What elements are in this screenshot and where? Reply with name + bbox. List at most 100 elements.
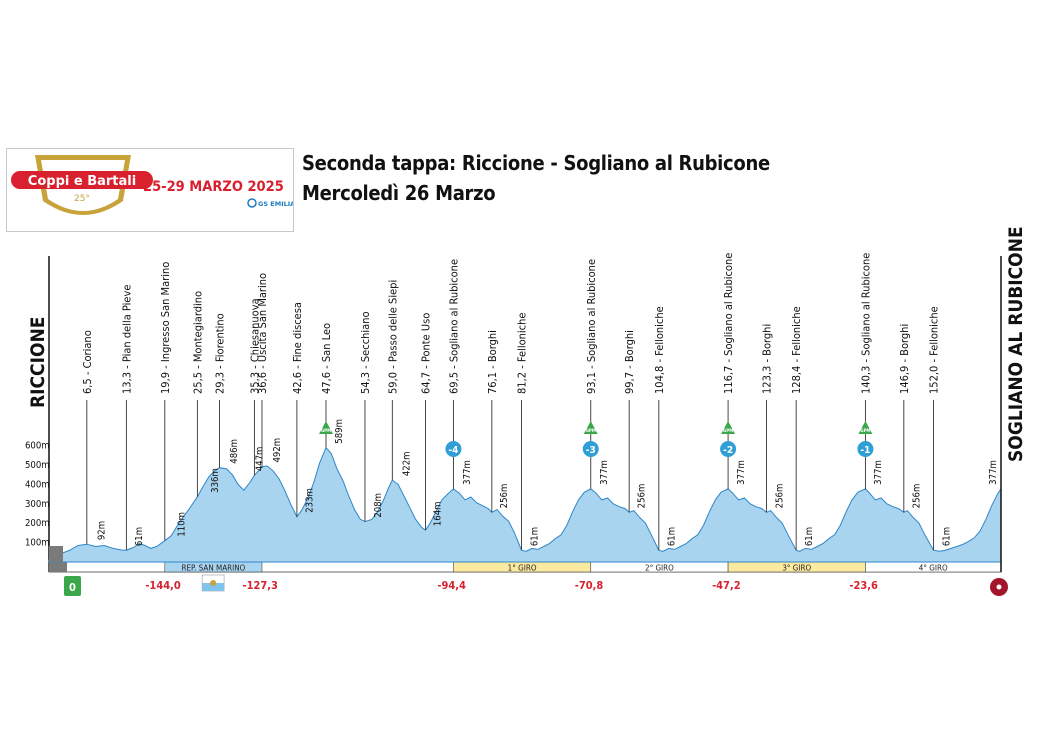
logo-banner [11,171,153,189]
gpm-label: GPM [586,428,596,434]
waypoint-label: 6,5 - Coriano [81,330,94,394]
elevation-label: 377m [599,460,610,485]
route-segment-label: REP. SAN MARINO [181,564,245,573]
y-axis: 100m 200m 300m 400m 500m 600m [25,256,50,572]
route-segment-label: 2° GIRO [645,564,674,573]
waypoint-label: 25,5 - Montegiardino [191,291,204,394]
elevation-label: 486m [229,439,240,464]
waypoint-label: 123,3 - Borghi [760,324,773,394]
waypoint-lines [86,400,934,551]
waypoint-label: 13,3 - Pian della Pieve [120,285,133,394]
route-segments: REP. SAN MARINO 1° GIRO 2° GIRO 3° GIRO 4° G… [48,561,1002,573]
climb-and-lap-markers: GPM GPM GPM GPM -4 -3 -2 -1 [318,421,874,457]
organizer-icon [247,198,257,208]
elevation-label: 492m [272,438,283,463]
elevation-label: 377m [988,460,999,485]
remaining-km-label: -94,4 [437,579,466,592]
start-marker-icon [64,576,81,596]
elevation-label: 256m [774,484,785,509]
elevation-area-path [48,446,1002,563]
stage-title: Seconda tappa: Riccione - Sogliano al Ru… [302,148,770,208]
waypoint-label: 81,2 - Felloniche [516,313,529,394]
elevation-label: 422m [401,451,412,476]
logo-brand-text: Coppi e Bartali [28,174,136,189]
laps-to-go-icon [720,441,737,457]
gpm-icon [583,421,598,434]
y-tick-label: 600m [25,441,50,452]
elevation-label: 61m [529,527,540,546]
finish-marker-dot [996,584,1002,590]
elevation-label: 589m [334,419,345,444]
gpm-icon [858,421,873,434]
finish-town-label: SOGLIANO AL RUBICONE [1005,226,1027,462]
waypoint-label: 19,9 - Ingresso San Marino [159,262,172,394]
waypoint-label: 69,5 - Sogliano al Rubicone [447,259,460,394]
waypoint-label: 54,3 - Secchiano [359,311,372,394]
gpm-label: GPM [723,428,733,434]
elevation-label: 447m [255,447,266,472]
waypoint-label: 93,1 - Sogliano al Rubicone [585,259,598,394]
remaining-km-label: -70,8 [575,579,604,592]
logo-organizer-text: GS EMILIA [258,200,293,208]
waypoint-label: 140,3 - Sogliano al Rubicone [859,253,872,394]
waypoint-label: 116,7 - Sogliano al Rubicone [722,253,735,394]
remaining-km-label: -144,0 [145,579,181,592]
waypoint-label: 29,3 - Fiorentino [213,313,226,394]
elevation-label: 377m [736,460,747,485]
laps-to-go-icon [582,441,599,457]
waypoint-label: 99,7 - Borghi [623,330,636,394]
elevation-labels: 92m 61m 110m 336m 486m 447m 492m 233m 589m 208m 42… [96,419,998,546]
laps-to-go-icon [445,441,462,457]
waypoint-label: 152,0 - Felloniche [927,306,940,394]
elevation-area [48,446,1002,563]
remaining-km-label: -23,6 [849,579,878,592]
remaining-km-labels: -144,0 -127,3 -94,4 -70,8 -47,2 -23,6 [145,574,878,592]
laps-to-go-icon [857,441,874,457]
elevation-label: 61m [941,527,952,546]
gpm-icon [318,421,333,434]
elevation-label: 110m [177,512,188,537]
start-band-block [49,562,67,572]
waypoint-label: 36,6 - Uscita San Marino [256,273,269,394]
laps-to-go-label: -3 [586,445,596,456]
remaining-km-label: -127,3 [243,579,279,592]
waypoint-label: 42,6 - Fine discesa [291,302,304,394]
gpm-label: GPM [321,428,331,434]
start-finish: RICCIONE SOGLIANO AL RUBICONE 0 [27,226,1027,596]
route-segment-label: 4° GIRO [919,564,948,573]
logo-graphic: Coppi e Bartali 25° 25-29 MARZO 2025 GS … [11,155,295,215]
san-marino-flag-emblem [210,580,217,586]
y-tick-label: 100m [25,538,50,549]
waypoint-label: 35,3 - Chiesanuova [248,298,261,394]
y-tick-label: 200m [25,518,50,529]
gpm-icon [721,421,736,434]
elevation-label: 233m [305,488,316,513]
elevation-label: 256m [636,484,647,509]
route-segment-label: 3° GIRO [782,564,811,573]
start-marker-label: 0 [69,581,76,594]
waypoint-label: 64,7 - Ponte Uso [419,313,432,394]
elevation-label: 377m [873,460,884,485]
elevation-label: 336m [210,468,221,493]
logo-dates-text: 25-29 MARZO 2025 [143,179,284,195]
y-tick-label: 300m [25,499,50,510]
elevation-label: 92m [96,521,107,540]
stage-title-line2: Mercoledì 26 Marzo [302,181,496,205]
remaining-km-label: -47,2 [712,579,741,592]
elevation-label: 256m [912,484,923,509]
elevation-label: 61m [804,527,815,546]
stage-title-line1: Seconda tappa: Riccione - Sogliano al Ru… [302,151,770,175]
logo-edition-text: 25° [74,194,90,204]
elevation-label: 164m [433,502,444,527]
start-town-label: RICCIONE [27,317,49,408]
race-logo: Coppi e Bartali 25° 25-29 MARZO 2025 GS … [6,148,295,232]
waypoint-label: 59,0 - Passo delle Siepi [386,280,399,394]
waypoint-label: 128,4 - Felloniche [790,306,803,394]
y-tick-label: 400m [25,479,50,490]
waypoint-label: 146,9 - Borghi [898,324,911,394]
elevation-label: 256m [499,484,510,509]
start-block [49,546,63,562]
laps-to-go-label: -1 [860,445,870,456]
gpm-label: GPM [860,428,870,434]
